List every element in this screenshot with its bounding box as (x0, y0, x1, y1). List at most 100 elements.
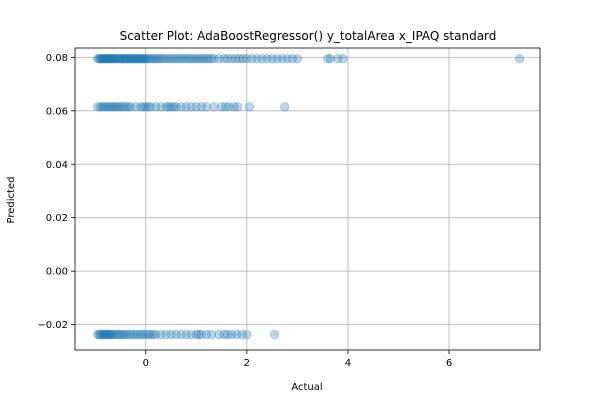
scatter-point (125, 102, 136, 112)
data-points (93, 53, 525, 340)
scatter-point (181, 53, 191, 64)
scatter-point (237, 329, 247, 340)
scatter-point (113, 102, 124, 112)
scatter-point (233, 102, 243, 112)
scatter-point (134, 53, 145, 64)
scatter-point (129, 53, 140, 64)
y-tick-label: −0.02 (37, 320, 68, 331)
scatter-point (103, 102, 114, 112)
scatter-point (93, 102, 103, 112)
scatter-point (108, 329, 119, 340)
y-tick-label: 0.08 (46, 53, 68, 64)
gridlines (75, 48, 540, 350)
scatter-point (97, 53, 107, 64)
scatter-point (166, 53, 176, 64)
scatter-point (93, 329, 103, 340)
scatter-point (100, 329, 111, 340)
scatter-point (141, 329, 151, 340)
x-tick-label: 4 (345, 358, 351, 369)
scatter-point (222, 53, 233, 64)
scatter-point (323, 53, 333, 64)
scatter-point (101, 53, 112, 64)
scatter-point (118, 329, 129, 340)
scatter-point (94, 329, 104, 340)
scatter-point (99, 329, 110, 340)
scatter-point (181, 102, 191, 112)
scatter-point (119, 53, 130, 64)
scatter-point (116, 53, 127, 64)
scatter-point (114, 329, 125, 340)
scatter-point (143, 329, 153, 340)
scatter-point (137, 53, 147, 64)
scatter-point (280, 102, 290, 112)
scatter-point (110, 53, 121, 64)
scatter-point (156, 102, 166, 112)
scatter-point (186, 53, 196, 64)
scatter-point (178, 53, 189, 64)
scatter-point (123, 329, 133, 340)
scatter-point (98, 329, 109, 340)
scatter-point (220, 102, 231, 112)
scatter-point (262, 53, 272, 64)
scatter-point (128, 329, 138, 340)
y-axis: −0.02 0.00 0.02 0.04 0.06 0.08 (37, 53, 75, 331)
scatter-point (123, 102, 133, 112)
scatter-point (101, 102, 112, 112)
scatter-point (196, 53, 207, 64)
scatter-point (154, 53, 164, 64)
scatter-point (115, 102, 126, 112)
scatter-point (171, 53, 181, 64)
scatter-point (130, 102, 141, 112)
scatter-point (282, 53, 292, 64)
plot-frame (74, 47, 541, 351)
scatter-point (141, 53, 151, 64)
scatter-point (181, 329, 191, 340)
scatter-point (325, 53, 335, 64)
scatter-point (214, 329, 224, 340)
scatter-point (142, 53, 152, 64)
scatter-point (107, 53, 118, 64)
scatter-point (242, 329, 252, 340)
scatter-point (99, 102, 110, 112)
scatter-point (114, 53, 125, 64)
scatter-point (232, 329, 242, 340)
scatter-point (98, 53, 109, 64)
scatter-point (199, 53, 209, 64)
scatter-point (156, 329, 166, 340)
scatter-point (140, 53, 150, 64)
scatter-point (138, 102, 148, 112)
scatter-point (116, 329, 127, 340)
scatter-point (144, 53, 154, 64)
scatter-point (338, 53, 348, 64)
scatter-point (109, 53, 120, 64)
scatter-point (107, 102, 118, 112)
scatter-point (216, 102, 227, 112)
scatter-point (111, 102, 122, 112)
scatter-point (128, 53, 138, 64)
scatter-point (113, 53, 123, 64)
scatter-point (133, 53, 143, 64)
scatter-point (171, 329, 181, 340)
scatter-point (173, 53, 184, 64)
scatter-point (106, 53, 117, 64)
scatter-point (105, 53, 116, 64)
scatter-point (272, 53, 282, 64)
scatter-point (109, 102, 120, 112)
scatter-point (95, 53, 105, 64)
scatter-point (209, 53, 219, 64)
x-axis-label: Actual (291, 382, 322, 393)
scatter-point (141, 102, 151, 112)
scatter-point (333, 53, 343, 64)
scatter-point (152, 53, 162, 64)
scatter-point (118, 102, 128, 112)
scatter-point (196, 102, 207, 112)
scatter-point (247, 53, 257, 64)
scatter-point (242, 53, 252, 64)
y-tick-label: 0.02 (46, 213, 68, 224)
scatter-point (204, 53, 214, 64)
scatter-point (186, 102, 196, 112)
scatter-point (103, 53, 114, 64)
scatter-point (201, 329, 212, 340)
scatter-point (120, 102, 131, 112)
